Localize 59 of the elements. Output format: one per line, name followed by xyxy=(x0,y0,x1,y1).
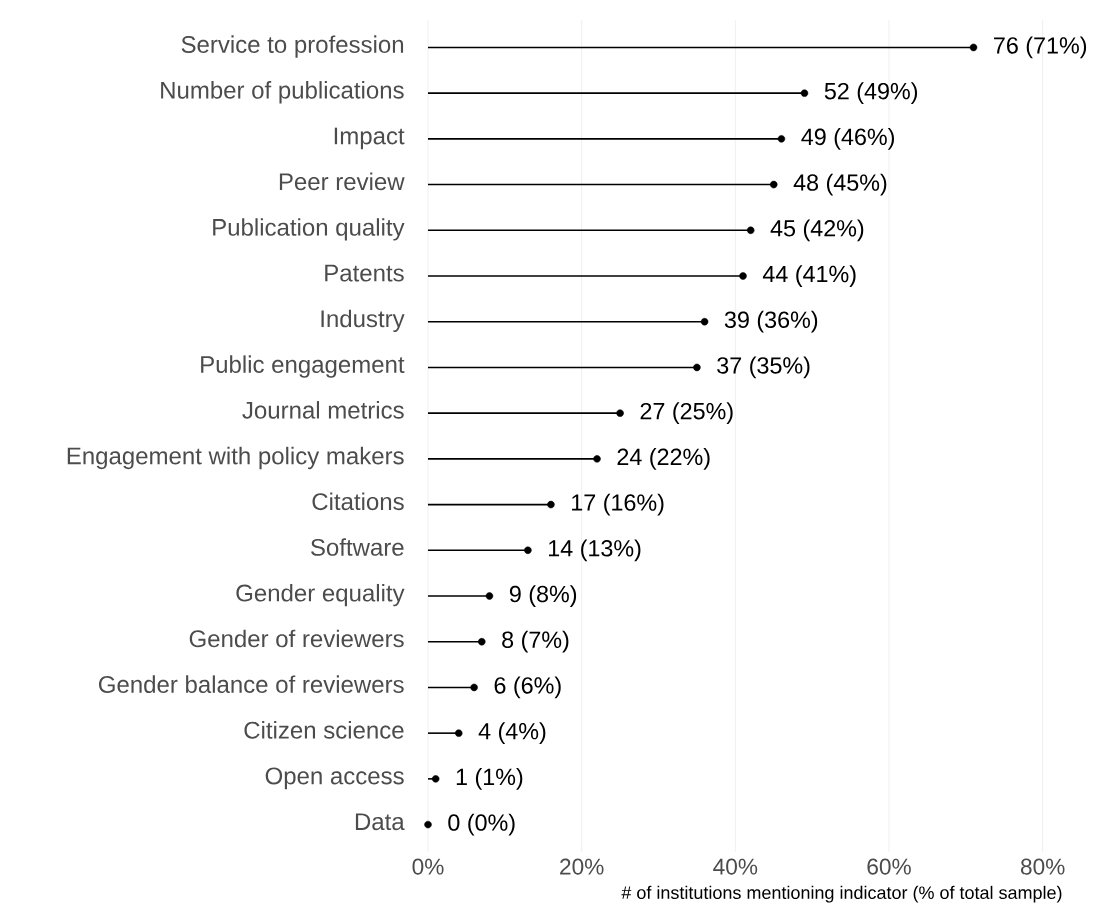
x-tick-label: 0% xyxy=(412,858,444,875)
x-tick-label: 80% xyxy=(1020,858,1065,875)
point xyxy=(524,546,532,555)
y-tick-label: Citizen science xyxy=(244,721,404,739)
point xyxy=(547,500,555,509)
point xyxy=(800,89,809,97)
x-axis-title: # of institutions mentioning indicator (% of total sample) xyxy=(621,885,1062,903)
y-tick-label: Patents xyxy=(325,264,404,282)
data-label: 44 (41%) xyxy=(762,265,856,287)
data-label: 1 (1%) xyxy=(456,767,523,790)
y-tick-label: Engagement with policy makers xyxy=(67,446,404,470)
point xyxy=(770,180,778,189)
y-tick-label: Data xyxy=(355,813,405,831)
y-tick-label: Peer review xyxy=(279,172,405,191)
point xyxy=(700,318,709,326)
point xyxy=(593,455,601,463)
data-label: 17 (16%) xyxy=(572,493,664,516)
data-label: 76 (71%) xyxy=(994,36,1087,59)
y-tick-label: Gender of reviewers xyxy=(189,629,404,648)
data-label: 45 (42%) xyxy=(770,219,864,242)
data-label: 8 (7%) xyxy=(502,630,569,653)
data-label: 4 (4%) xyxy=(478,722,546,745)
point xyxy=(777,135,786,143)
data-label: 9 (8%) xyxy=(509,585,577,607)
y-tick-label: Impact xyxy=(334,127,405,150)
point xyxy=(478,638,486,646)
data-label: 49 (46%) xyxy=(801,127,894,150)
point xyxy=(746,226,755,235)
y-tick-label: Publication quality xyxy=(213,218,405,241)
y-tick-label: Gender balance of reviewers xyxy=(99,675,404,693)
data-label: 14 (13%) xyxy=(549,539,641,562)
point xyxy=(470,683,478,692)
y-tick-label: Public engagement xyxy=(201,355,405,378)
data-label: 48 (45%) xyxy=(793,173,887,196)
data-label: 0 (0%) xyxy=(448,813,515,836)
point xyxy=(431,775,440,783)
y-tick-label: Gender equality xyxy=(236,583,405,607)
point xyxy=(455,729,463,737)
x-tick-label: 20% xyxy=(560,858,604,875)
point xyxy=(485,592,494,600)
point xyxy=(739,272,747,280)
y-tick-label: Citations xyxy=(312,492,404,511)
y-tick-label: Number of publications xyxy=(161,81,404,104)
x-tick-label: 40% xyxy=(713,858,758,875)
data-label: 39 (36%) xyxy=(724,310,818,333)
data-label: 52 (49%) xyxy=(824,82,918,105)
data-label: 37 (35%) xyxy=(717,356,810,379)
x-tick-label: 60% xyxy=(867,858,911,875)
data-label: 27 (25%) xyxy=(640,402,733,425)
y-tick-label: Open access xyxy=(265,767,404,790)
point xyxy=(616,409,624,417)
point xyxy=(693,363,701,372)
data-label: 6 (6%) xyxy=(494,676,561,699)
y-tick-label: Industry xyxy=(321,309,405,333)
y-tick-label: Service to profession xyxy=(181,35,404,58)
y-tick-label: Software xyxy=(311,538,404,556)
y-tick-label: Journal metrics xyxy=(242,401,404,419)
data-label: 24 (22%) xyxy=(617,447,710,470)
point xyxy=(969,43,978,52)
